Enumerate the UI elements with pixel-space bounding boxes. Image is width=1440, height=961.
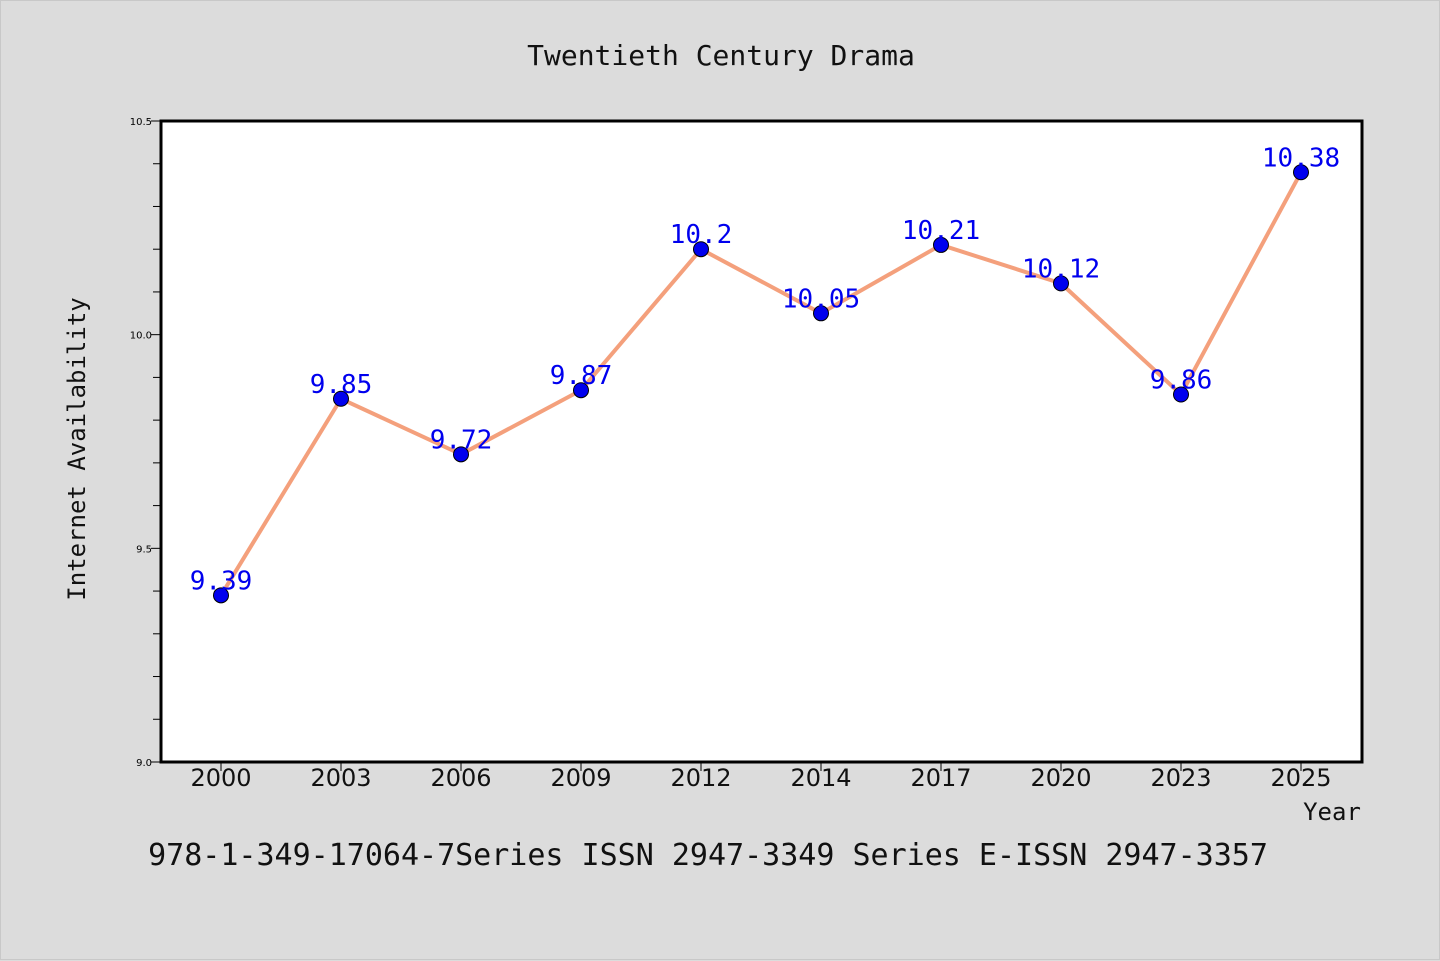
data-point	[1293, 164, 1309, 181]
data-point	[813, 305, 829, 322]
y-tick-label: 9.0	[136, 758, 152, 769]
y-axis-label: Internet Availability	[63, 297, 91, 600]
data-label: 9.85	[310, 370, 373, 400]
y-tick-label: 9.5	[136, 544, 152, 555]
data-label: 10.05	[782, 284, 860, 314]
x-tick-label: 2003	[310, 764, 371, 792]
data-label: 9.39	[190, 566, 253, 596]
y-axis: 9.0 9.5 10.0 10.5	[130, 117, 161, 769]
series-layer: 9.39 9.85 9.72 9.87 10.2 10.05 10.21 10.12 9.86 1…	[190, 143, 1340, 604]
x-tick-label: 2023	[1150, 764, 1211, 792]
data-point	[933, 236, 949, 253]
x-tick-label: 2012	[670, 764, 731, 792]
x-tick-label: 2006	[430, 764, 491, 792]
x-tick-label: 2017	[910, 764, 971, 792]
data-label: 9.87	[550, 361, 613, 391]
x-tick-label: 2020	[1030, 764, 1091, 792]
x-axis-label: Year	[1303, 798, 1361, 826]
data-point	[333, 390, 349, 407]
x-tick-label: 2000	[190, 764, 251, 792]
data-point	[1173, 386, 1189, 403]
data-point	[213, 587, 229, 604]
data-point	[573, 382, 589, 399]
chart-title: Twentieth Century Drama	[527, 39, 915, 72]
data-label: 9.72	[430, 425, 493, 455]
x-tick-label: 2014	[790, 764, 851, 792]
data-point	[453, 446, 469, 463]
data-label: 10.38	[1262, 143, 1340, 173]
data-point	[1053, 275, 1069, 292]
y-tick-label: 10.5	[130, 117, 152, 128]
plot-area	[159, 119, 1364, 764]
isbn-footer: 978-1-349-17064-7Series ISSN 2947-3349 S…	[148, 838, 1268, 873]
data-label: 10.2	[670, 220, 733, 250]
x-axis: 2000 2003 2006 2009 2012 2014 2017 2020 2023 2025	[190, 762, 1332, 792]
x-tick-label: 2025	[1270, 764, 1331, 792]
series-line	[219, 170, 1303, 598]
y-tick-label: 10.0	[130, 331, 152, 342]
x-tick-label: 2009	[550, 764, 611, 792]
data-label: 10.21	[902, 216, 980, 246]
data-point	[693, 241, 709, 258]
data-label: 9.86	[1150, 365, 1213, 395]
data-label: 10.12	[1022, 254, 1100, 284]
